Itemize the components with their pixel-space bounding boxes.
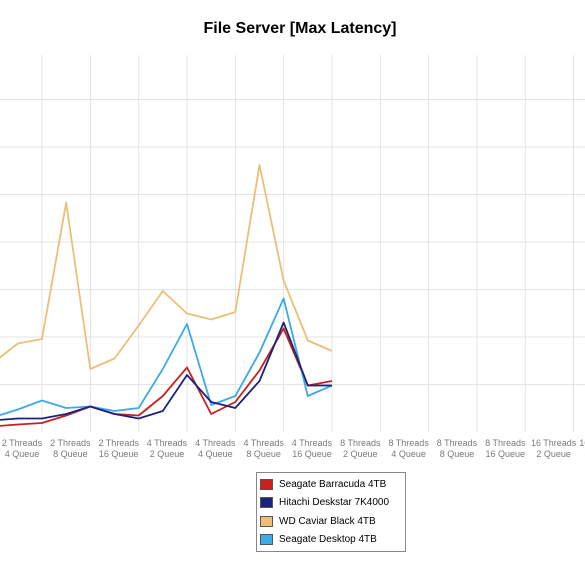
x-tick-label: 4 Threads 8 Queue [243, 438, 284, 459]
grid [0, 55, 585, 432]
line-chart: 2 Threads 4 Queue 2 Threads 8 Queue 2 Thread… [0, 55, 585, 459]
x-tick-label: 2 Threads 4 Queue [2, 438, 43, 459]
legend-label: Hitachi Deskstar 7K4000 [279, 497, 390, 509]
x-tick-label: 8 Threads 16 Queue [485, 438, 526, 459]
legend-label: WD Caviar Black 4TB [279, 515, 376, 527]
x-tick-label: 2 Threads 16 Queue [98, 438, 139, 459]
x-tick-label: 8 Threads 8 Queue [437, 438, 478, 459]
x-tick-label: 8 Threads 4 Queue [388, 438, 429, 459]
legend: Seagate Barracuda 4TB Hitachi Deskstar 7K… [256, 472, 406, 552]
legend-entry: Seagate Desktop 4TB [257, 531, 405, 550]
legend-label: Seagate Desktop 4TB [279, 534, 377, 546]
x-tick-label: 4 Threads 4 Queue [195, 438, 236, 459]
legend-entry: Hitachi Deskstar 7K4000 [257, 494, 405, 513]
legend-entry: Seagate Barracuda 4TB [257, 475, 405, 494]
legend-entry: WD Caviar Black 4TB [257, 512, 405, 531]
series-line-seagate-desktop-4tb [0, 297, 333, 416]
legend-swatch [260, 478, 273, 490]
x-tick-labels: 2 Threads 4 Queue 2 Threads 8 Queue 2 Thread… [2, 438, 585, 459]
legend-swatch [260, 534, 273, 546]
x-tick-label: 4 Threads 16 Queue [292, 438, 333, 459]
series-line-seagate-barracuda-4tb [0, 327, 333, 427]
series-line-wd-caviar-black-4tb [0, 164, 333, 370]
x-tick-label: 4 Threads 2 Queue [147, 438, 188, 459]
legend-label: Seagate Barracuda 4TB [279, 478, 387, 490]
chart-title: File Server [Max Latency] [203, 20, 397, 37]
legend-swatch [260, 515, 273, 527]
series-lines [0, 164, 333, 427]
x-tick-label: 8 Threads 2 Queue [340, 438, 381, 459]
x-tick-label: 2 Threads 8 Queue [50, 438, 91, 459]
legend-swatch [260, 497, 273, 509]
x-tick-label: 16 Threads 2 Queue [531, 438, 577, 459]
series-line-hitachi-deskstar-7k4000 [0, 321, 332, 421]
